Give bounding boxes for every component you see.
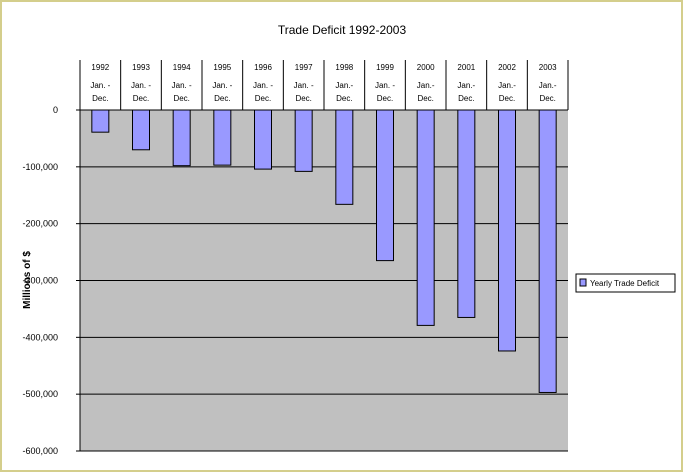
x-tick-label: 2000 (417, 63, 435, 72)
x-tick-label: 1995 (213, 63, 231, 72)
x-tick-label: 1996 (254, 63, 272, 72)
x-tick-label: 2001 (457, 63, 475, 72)
period-label-line1: Jan. - (131, 81, 151, 90)
bar (254, 109, 272, 170)
period-label-line1: Jan. - (294, 81, 314, 90)
period-label-line1: Jan.- (539, 81, 557, 90)
period-label-line1: Jan. - (212, 81, 232, 90)
legend-swatch (579, 278, 587, 287)
period-label-line1: Jan. - (172, 81, 192, 90)
y-tick-label: -200,000 (22, 219, 58, 229)
bar (457, 109, 476, 318)
period-label-line2: Dec. (92, 94, 108, 103)
y-tick-label: -500,000 (22, 389, 58, 399)
period-label-line1: Jan.- (335, 81, 353, 90)
x-tick-label: 1999 (376, 63, 394, 72)
bar (132, 109, 150, 151)
x-tick-label: 1992 (91, 63, 109, 72)
y-axis-label: Millions of $ (22, 251, 33, 309)
period-label-line2: Dec. (336, 94, 352, 103)
legend-box (575, 273, 676, 293)
period-label-line2: Dec. (458, 94, 474, 103)
y-tick-label: -400,000 (22, 332, 58, 342)
bar (498, 109, 516, 352)
period-label-line2: Dec. (133, 94, 149, 103)
bar (172, 109, 191, 167)
x-tick-label: 1994 (173, 63, 191, 72)
y-tick-label: -100,000 (22, 162, 58, 172)
legend-label: Yearly Trade Deficit (590, 279, 660, 288)
bar (213, 109, 232, 166)
x-tick-label: 1998 (335, 63, 353, 72)
x-tick-label: 2002 (498, 63, 516, 72)
period-label-line2: Dec. (539, 94, 555, 103)
bar (91, 109, 110, 133)
y-tick-label: 0 (53, 105, 58, 115)
period-label-line1: Jan.- (457, 81, 475, 90)
period-label-line2: Dec. (499, 94, 515, 103)
period-label-line2: Dec. (295, 94, 311, 103)
period-label-line1: Jan. - (375, 81, 395, 90)
x-tick-label: 2003 (539, 63, 557, 72)
bar (416, 109, 435, 326)
bar (335, 109, 354, 205)
period-label-line2: Dec. (255, 94, 271, 103)
y-tick-label: -600,000 (22, 446, 58, 456)
x-tick-label: 1997 (295, 63, 313, 72)
bar (376, 109, 394, 262)
period-label-line1: Jan.- (498, 81, 516, 90)
period-label-line1: Jan. - (90, 81, 110, 90)
bar (538, 109, 557, 393)
y-tick-label: -300,000 (22, 276, 58, 286)
bar (294, 109, 313, 172)
period-label-line1: Jan. - (253, 81, 273, 90)
chart-title: Trade Deficit 1992-2003 (278, 23, 407, 37)
period-label-line2: Dec. (214, 94, 230, 103)
period-label-line2: Dec. (417, 94, 433, 103)
period-label-line1: Jan.- (417, 81, 435, 90)
period-label-line2: Dec. (377, 94, 393, 103)
period-label-line2: Dec. (173, 94, 189, 103)
x-tick-label: 1993 (132, 63, 150, 72)
